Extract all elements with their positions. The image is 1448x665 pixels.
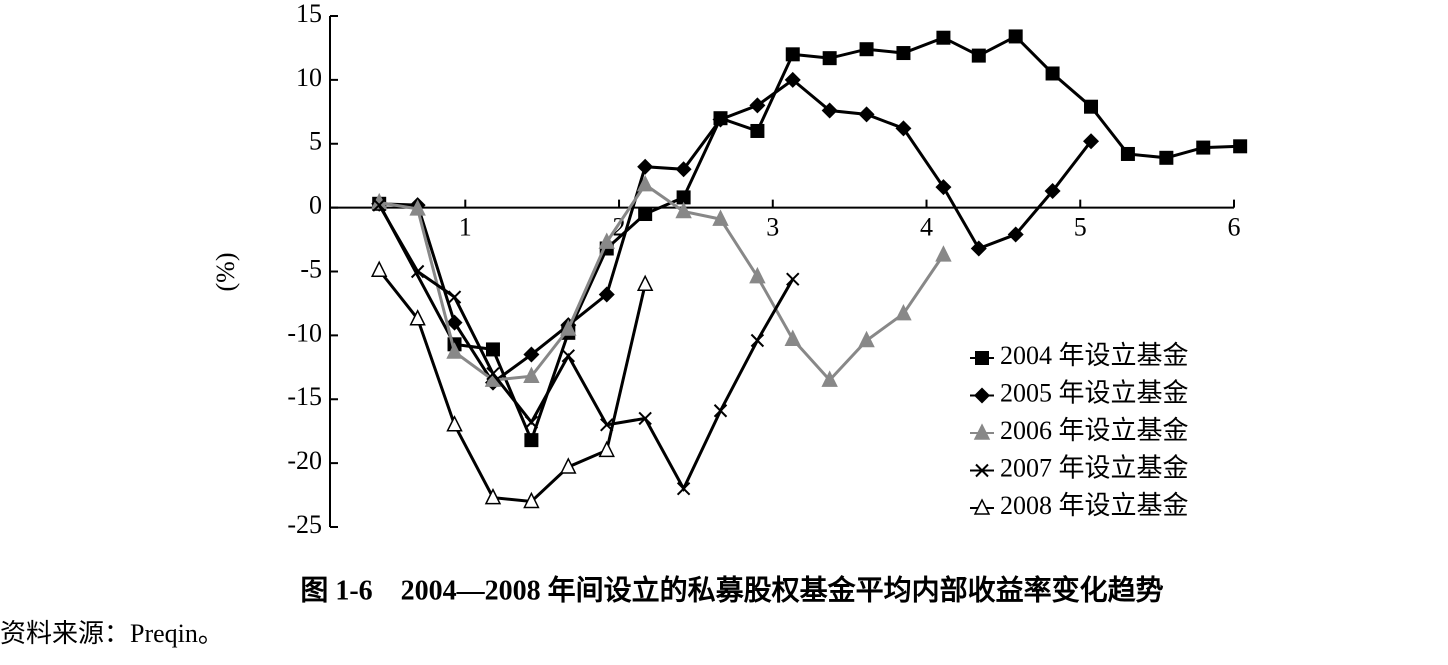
data-point xyxy=(713,404,728,418)
data-point xyxy=(1008,29,1023,44)
data-point xyxy=(409,199,426,216)
legend-label: 2006 年设立基金 xyxy=(1000,416,1189,445)
data-point xyxy=(712,111,729,128)
data-point xyxy=(821,102,838,119)
series-line xyxy=(377,204,795,492)
data-point xyxy=(1044,183,1061,200)
data-point xyxy=(750,333,765,348)
data-point xyxy=(935,179,952,196)
data-point xyxy=(821,370,838,387)
data-point xyxy=(560,319,577,336)
legend-label: 2008 年设立基金 xyxy=(1000,491,1189,520)
data-point xyxy=(712,209,729,226)
data-point xyxy=(1196,140,1211,155)
data-point xyxy=(598,440,615,458)
data-point xyxy=(523,346,540,363)
y-tick-label: -20 xyxy=(287,446,322,475)
data-point xyxy=(638,411,652,426)
data-point xyxy=(1084,99,1099,114)
y-tick-label: -5 xyxy=(300,254,322,283)
source: 资料来源：Preqin。 xyxy=(0,619,224,648)
series-line xyxy=(379,77,1093,385)
data-point xyxy=(523,366,540,384)
data-point xyxy=(971,48,986,63)
legend-marker xyxy=(973,498,991,515)
legend-label: 2007 年设立基金 xyxy=(1000,453,1189,482)
legend-marker xyxy=(975,463,989,478)
series-line xyxy=(378,269,647,504)
data-point xyxy=(895,120,912,137)
y-tick-label: 0 xyxy=(309,191,322,220)
y-tick-label: 5 xyxy=(309,127,322,156)
y-tick-label: 10 xyxy=(296,63,322,92)
data-point xyxy=(749,266,766,284)
y-axis-label: (%) xyxy=(211,253,240,292)
data-point xyxy=(636,274,654,292)
data-point xyxy=(636,174,654,192)
legend-marker xyxy=(973,423,991,440)
data-point xyxy=(859,42,874,57)
data-point xyxy=(1083,133,1100,150)
data-point xyxy=(409,309,426,326)
data-point xyxy=(561,349,576,363)
data-point xyxy=(370,260,388,277)
data-point xyxy=(484,487,502,505)
data-point xyxy=(676,481,691,496)
x-tick-label: 3 xyxy=(766,213,779,242)
x-tick-label: 6 xyxy=(1228,213,1241,242)
series-line xyxy=(378,182,945,383)
data-point xyxy=(1233,139,1248,154)
data-point xyxy=(637,158,654,175)
data-point xyxy=(786,272,800,286)
data-point xyxy=(935,245,952,262)
data-point xyxy=(1007,226,1024,243)
legend-label: 2004 年设立基金 xyxy=(1000,341,1189,370)
legend-marker xyxy=(974,387,990,404)
data-point xyxy=(1045,66,1060,81)
data-point xyxy=(896,46,911,61)
data-point xyxy=(970,240,987,257)
data-point xyxy=(784,71,801,88)
legend-label: 2005 年设立基金 xyxy=(1000,378,1189,407)
y-tick-label: -10 xyxy=(287,318,322,347)
caption: 图 1-6 2004—2008 年间设立的私募股权基金平均内部收益率变化趋势 xyxy=(300,573,1163,606)
data-point xyxy=(749,97,766,114)
data-point xyxy=(446,342,463,359)
y-tick-label: -15 xyxy=(287,382,322,411)
data-point xyxy=(858,106,875,123)
data-point xyxy=(785,47,800,62)
data-point xyxy=(372,198,386,212)
data-point xyxy=(750,123,765,138)
x-tick-label: 5 xyxy=(1074,213,1087,242)
data-point xyxy=(447,290,462,304)
data-point xyxy=(936,30,951,45)
data-point xyxy=(822,51,837,66)
data-point xyxy=(1159,150,1174,165)
y-tick-label: -25 xyxy=(287,510,322,539)
data-point xyxy=(446,415,463,432)
data-point xyxy=(895,303,912,321)
data-point xyxy=(524,433,539,448)
data-point xyxy=(486,366,500,381)
data-point xyxy=(675,161,692,178)
x-tick-label: 1 xyxy=(459,213,472,242)
data-point xyxy=(598,286,615,303)
data-point xyxy=(524,415,539,429)
data-point xyxy=(858,330,875,348)
x-tick-label: 4 xyxy=(920,213,933,242)
data-point xyxy=(485,342,500,357)
data-point xyxy=(598,232,615,249)
data-point xyxy=(638,207,653,222)
data-point xyxy=(446,314,463,331)
data-point xyxy=(560,457,577,474)
legend-marker xyxy=(975,351,989,365)
data-point xyxy=(410,264,425,279)
y-tick-label: 15 xyxy=(296,0,322,28)
data-point xyxy=(784,329,801,346)
data-point xyxy=(523,491,540,509)
data-point xyxy=(675,201,692,219)
data-point xyxy=(1120,146,1135,161)
data-point xyxy=(676,190,691,205)
